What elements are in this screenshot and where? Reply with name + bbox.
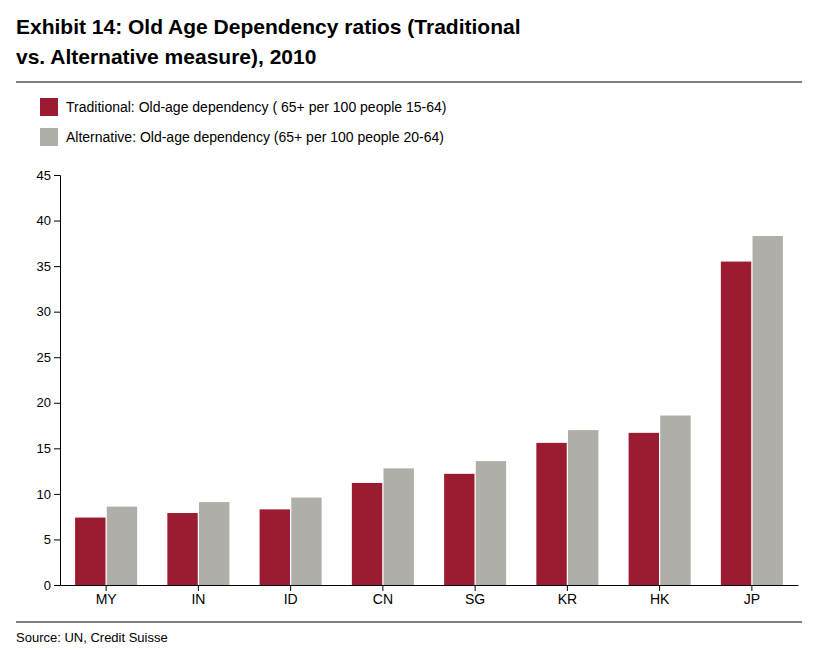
tick: 40 bbox=[37, 213, 60, 228]
tick: ID bbox=[284, 585, 298, 607]
tick-label: 40 bbox=[37, 213, 51, 228]
tick-label: 45 bbox=[37, 168, 51, 183]
tick-mark bbox=[54, 357, 60, 358]
tick-label: MY bbox=[96, 591, 118, 607]
tick-label: 25 bbox=[37, 350, 51, 365]
tick-label: JP bbox=[744, 591, 760, 607]
tick: HK bbox=[650, 585, 670, 607]
title: Exhibit 14: Old Age Dependency ratios (T… bbox=[16, 15, 520, 38]
legend-label: Alternative: Old-age dependency (65+ per… bbox=[66, 129, 444, 145]
tick-mark bbox=[54, 312, 60, 313]
bar bbox=[291, 498, 321, 585]
tick-label: 15 bbox=[37, 441, 51, 456]
bar bbox=[75, 518, 105, 585]
tick-mark bbox=[54, 585, 60, 586]
legend-swatch bbox=[40, 98, 58, 116]
tick: IN bbox=[191, 585, 205, 607]
tick-label: 5 bbox=[44, 532, 51, 547]
bar bbox=[753, 236, 783, 585]
tick-label: HK bbox=[650, 591, 670, 607]
tick: CN bbox=[373, 585, 393, 607]
bar bbox=[660, 416, 690, 585]
tick-label: SG bbox=[465, 591, 485, 607]
bars bbox=[75, 236, 783, 585]
annotation: Source: UN, Credit Suisse bbox=[16, 630, 168, 645]
tick-mark bbox=[54, 221, 60, 222]
bar bbox=[199, 502, 229, 585]
tick-label: 30 bbox=[37, 304, 51, 319]
bar bbox=[352, 483, 382, 585]
tick: KR bbox=[558, 585, 577, 607]
x-axis: MY IN ID CN SG KR HK JP bbox=[61, 585, 799, 607]
tick-label: 20 bbox=[37, 395, 51, 410]
tick: 0 bbox=[44, 578, 60, 593]
tick: 15 bbox=[37, 441, 60, 456]
tick: 45 bbox=[37, 168, 60, 183]
tick-mark bbox=[54, 539, 60, 540]
tick-label: 0 bbox=[44, 578, 51, 593]
legend-label: Traditional: Old-age dependency ( 65+ pe… bbox=[66, 99, 446, 115]
tick: 20 bbox=[37, 395, 60, 410]
tick: 35 bbox=[37, 259, 60, 274]
tick: 10 bbox=[37, 487, 60, 502]
tick: JP bbox=[744, 585, 760, 607]
tick-label: 35 bbox=[37, 259, 51, 274]
axis-line bbox=[54, 176, 61, 586]
tick: 25 bbox=[37, 350, 60, 365]
bar bbox=[536, 443, 566, 585]
chart: Exhibit 14: Old Age Dependency ratios (T… bbox=[0, 0, 818, 660]
bar bbox=[384, 468, 414, 585]
bar bbox=[260, 509, 290, 585]
tick: MY bbox=[96, 585, 118, 607]
title: vs. Alternative measure), 2010 bbox=[16, 45, 316, 68]
bar bbox=[568, 430, 598, 585]
bar bbox=[476, 461, 506, 585]
tick-mark bbox=[54, 494, 60, 495]
bar bbox=[629, 433, 659, 585]
tick-mark bbox=[54, 266, 60, 267]
tick-label: CN bbox=[373, 591, 393, 607]
tick: 30 bbox=[37, 304, 60, 319]
separator bbox=[16, 622, 802, 623]
tick-mark bbox=[54, 175, 60, 176]
tick-label: 10 bbox=[37, 487, 51, 502]
tick-mark bbox=[54, 448, 60, 449]
tick-label: KR bbox=[558, 591, 577, 607]
axis-line bbox=[61, 585, 799, 586]
bar bbox=[107, 507, 137, 585]
bar bbox=[721, 262, 751, 585]
tick-mark bbox=[54, 403, 60, 404]
tick: 5 bbox=[44, 532, 60, 547]
tick: SG bbox=[465, 585, 485, 607]
bar bbox=[167, 513, 197, 585]
tick-label: ID bbox=[284, 591, 298, 607]
separator bbox=[16, 81, 802, 82]
tick-label: IN bbox=[191, 591, 205, 607]
y-axis: 0 5 10 15 20 25 30 35 40 45 bbox=[37, 168, 61, 593]
bar bbox=[444, 474, 474, 585]
legend-swatch bbox=[40, 128, 58, 146]
